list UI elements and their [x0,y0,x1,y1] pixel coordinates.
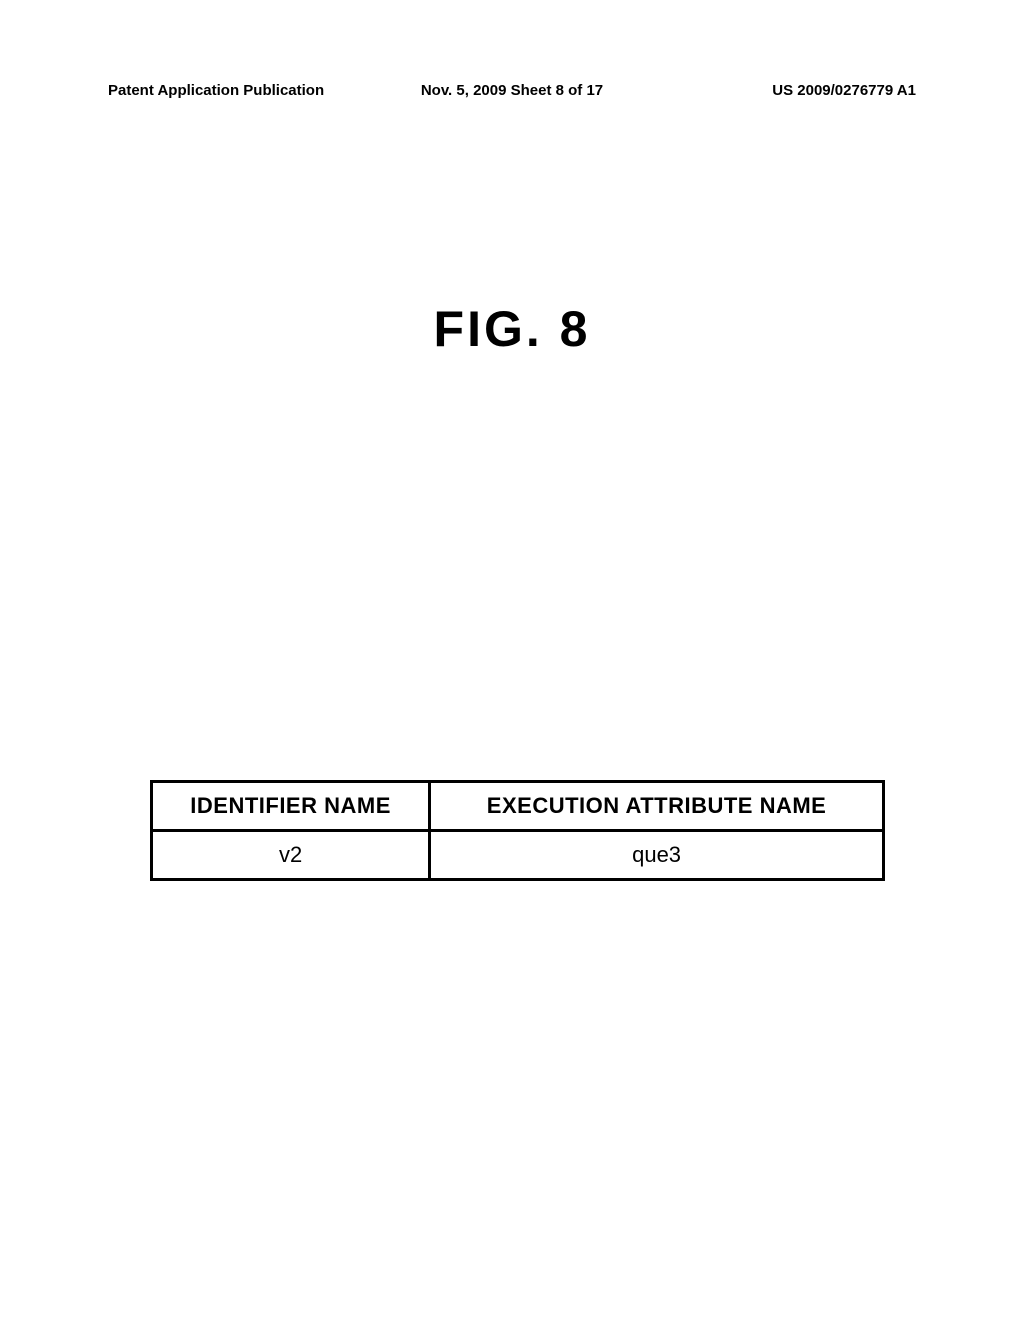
column-header-execution: EXECUTION ATTRIBUTE NAME [430,782,884,831]
cell-execution: que3 [430,831,884,880]
column-header-identifier: IDENTIFIER NAME [152,782,430,831]
figure-title: FIG. 8 [0,300,1024,358]
cell-identifier: v2 [152,831,430,880]
date-sheet: Nov. 5, 2009 Sheet 8 of 17 [377,82,646,99]
publication-type: Patent Application Publication [108,82,377,99]
page-header: Patent Application Publication Nov. 5, 2… [108,82,916,99]
table-row: v2 que3 [152,831,884,880]
table-header-row: IDENTIFIER NAME EXECUTION ATTRIBUTE NAME [152,782,884,831]
attribute-table: IDENTIFIER NAME EXECUTION ATTRIBUTE NAME… [150,780,885,881]
publication-number: US 2009/0276779 A1 [647,82,916,99]
